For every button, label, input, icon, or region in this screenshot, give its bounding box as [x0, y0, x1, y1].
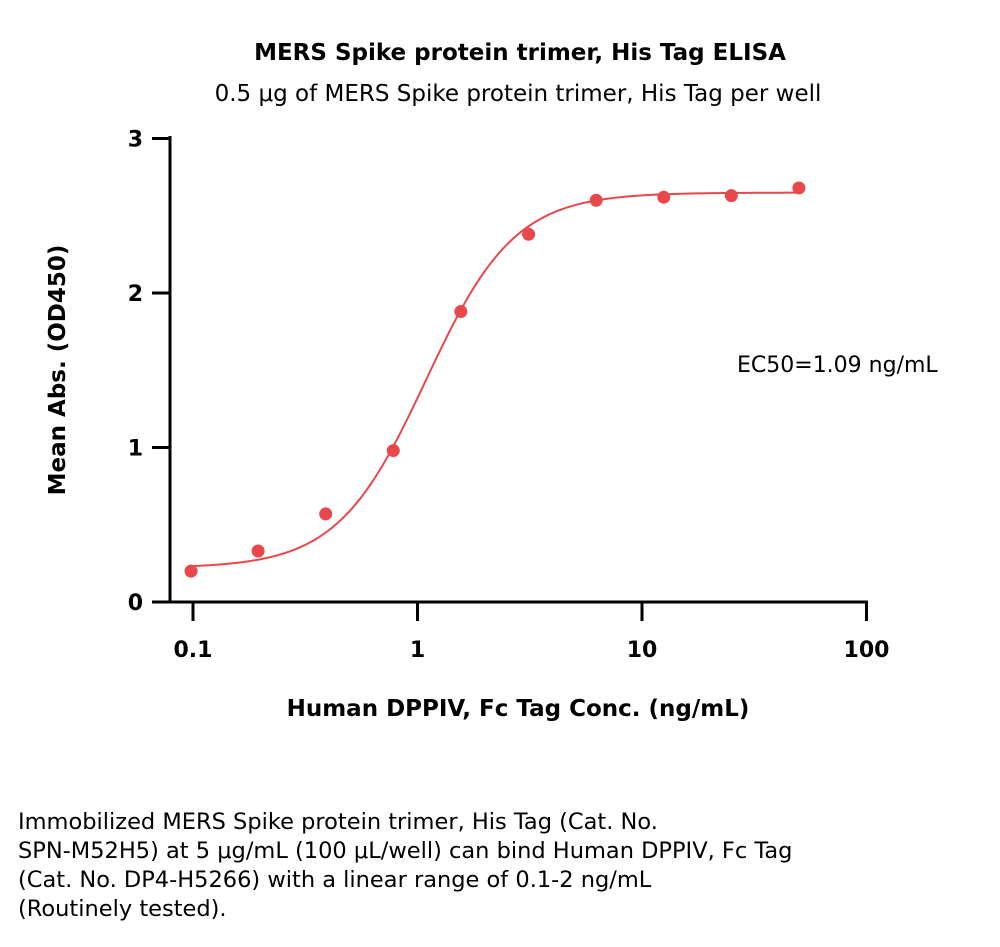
y-axis-ticks: 0 1 2 3	[128, 128, 170, 616]
data-point	[454, 305, 468, 319]
x-tick-label: 10	[627, 638, 658, 663]
caption-line: (Routinely tested).	[18, 896, 227, 922]
fit-curve	[190, 191, 799, 568]
x-tick-label: 0.1	[174, 638, 213, 663]
data-point	[724, 189, 738, 203]
data-point	[386, 444, 400, 458]
data-point	[184, 564, 198, 578]
y-tick-label: 2	[128, 282, 143, 307]
x-tick-label: 1	[410, 638, 425, 663]
figure-caption: Immobilized MERS Spike protein trimer, H…	[18, 808, 988, 924]
data-point	[792, 181, 806, 195]
data-point	[522, 227, 536, 241]
y-tick-label: 0	[128, 591, 143, 616]
y-tick-label: 3	[128, 128, 143, 153]
caption-line: Immobilized MERS Spike protein trimer, H…	[18, 809, 658, 835]
x-axis-ticks: 0.1 1 10 100	[174, 602, 890, 663]
data-point	[657, 190, 671, 204]
chart-subtitle: 0.5 μg of MERS Spike protein trimer, His…	[215, 81, 822, 107]
chart-title: MERS Spike protein trimer, His Tag ELISA	[254, 40, 786, 66]
y-axis-label: Mean Abs. (OD450)	[45, 245, 71, 496]
data-point	[589, 193, 603, 207]
x-tick-label: 100	[844, 638, 890, 663]
caption-line: (Cat. No. DP4-H5266) with a linear range…	[18, 867, 652, 893]
data-point	[319, 507, 333, 521]
y-tick-label: 1	[128, 437, 143, 462]
elisa-chart: MERS Spike protein trimer, His Tag ELISA…	[45, 40, 938, 722]
data-points	[184, 181, 806, 578]
data-point	[251, 544, 265, 558]
caption-line: SPN-M52H5) at 5 μg/mL (100 μL/well) can …	[18, 838, 793, 864]
x-axis-label: Human DPPIV, Fc Tag Conc. (ng/mL)	[287, 696, 750, 722]
ec50-annotation: EC50=1.09 ng/mL	[737, 353, 938, 378]
